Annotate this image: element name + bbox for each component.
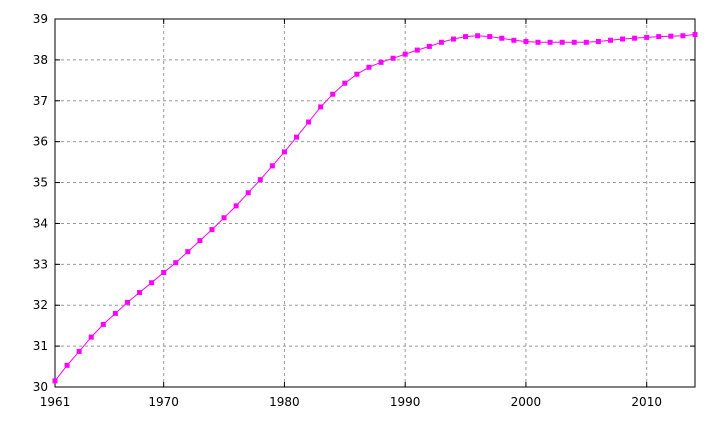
data-point-1986 xyxy=(354,71,360,77)
data-point-1998 xyxy=(499,35,505,41)
data-point-2006 xyxy=(595,38,601,44)
data-point-1990 xyxy=(402,51,408,57)
y-tick-label: 36 xyxy=(33,135,48,149)
data-point-2010 xyxy=(644,34,650,40)
y-tick-label: 39 xyxy=(33,12,48,26)
data-point-1983 xyxy=(318,104,324,110)
data-point-1967 xyxy=(124,299,130,305)
data-point-1992 xyxy=(426,43,432,49)
data-point-1991 xyxy=(414,47,420,53)
grid xyxy=(55,19,695,387)
data-point-1996 xyxy=(475,33,481,39)
x-axis: 1961 1970 1980 1990 2000 2010 xyxy=(40,19,662,409)
data-point-1978 xyxy=(257,177,263,183)
data-point-1975 xyxy=(221,215,227,221)
x-tick-label: 2000 xyxy=(511,395,542,409)
y-tick-label: 35 xyxy=(33,176,48,190)
data-point-2009 xyxy=(632,35,638,41)
data-point-1989 xyxy=(390,55,396,61)
data-point-1962 xyxy=(64,362,70,368)
data-point-2014 xyxy=(692,32,698,38)
data-point-1999 xyxy=(511,37,517,43)
y-tick-label: 38 xyxy=(33,53,48,67)
data-point-1965 xyxy=(100,321,106,327)
x-tick-label: 1961 xyxy=(40,395,71,409)
x-tick-label: 2010 xyxy=(631,395,662,409)
series xyxy=(52,32,698,384)
plot-frame xyxy=(54,18,696,388)
data-point-1961 xyxy=(52,378,58,384)
data-point-1984 xyxy=(330,91,336,97)
data-point-2005 xyxy=(583,39,589,45)
data-point-2001 xyxy=(535,39,541,45)
data-point-2008 xyxy=(620,36,626,42)
data-point-1963 xyxy=(76,348,82,354)
series-line xyxy=(54,34,696,382)
data-point-1977 xyxy=(245,190,251,196)
data-point-1997 xyxy=(487,34,493,40)
y-tick-label: 33 xyxy=(33,257,48,271)
data-point-1982 xyxy=(306,119,312,125)
data-point-1994 xyxy=(450,36,456,42)
data-point-1993 xyxy=(438,39,444,45)
data-point-1985 xyxy=(342,80,348,86)
data-point-1973 xyxy=(197,238,203,244)
data-point-1971 xyxy=(173,260,179,266)
data-point-1964 xyxy=(88,334,94,340)
data-point-2003 xyxy=(559,39,565,45)
data-point-1976 xyxy=(233,203,239,209)
y-tick-label: 31 xyxy=(33,339,48,353)
data-point-2007 xyxy=(607,37,613,43)
data-point-2012 xyxy=(668,33,674,39)
data-point-2004 xyxy=(571,39,577,45)
data-point-1988 xyxy=(378,59,384,65)
data-point-1980 xyxy=(281,149,287,155)
data-point-2011 xyxy=(656,34,662,40)
data-point-2013 xyxy=(680,33,686,39)
data-point-1987 xyxy=(366,64,372,70)
y-axis: 30 31 32 33 34 35 36 37 38 39 xyxy=(33,12,695,394)
data-point-1972 xyxy=(185,249,191,255)
x-tick-label: 1990 xyxy=(390,395,421,409)
y-tick-label: 34 xyxy=(33,216,48,230)
data-point-2000 xyxy=(523,38,529,44)
y-tick-label: 32 xyxy=(33,298,48,312)
data-point-1979 xyxy=(269,163,275,169)
x-tick-label: 1970 xyxy=(148,395,179,409)
data-point-1968 xyxy=(137,290,143,296)
data-point-1974 xyxy=(209,227,215,233)
y-tick-label: 30 xyxy=(33,380,48,394)
data-point-1969 xyxy=(149,280,155,286)
data-point-1981 xyxy=(294,134,300,140)
x-tick-label: 1980 xyxy=(269,395,300,409)
data-point-1970 xyxy=(161,270,167,276)
data-point-1966 xyxy=(112,310,118,316)
data-point-1995 xyxy=(463,34,469,40)
y-tick-label: 37 xyxy=(33,94,48,108)
data-point-2002 xyxy=(547,39,553,45)
